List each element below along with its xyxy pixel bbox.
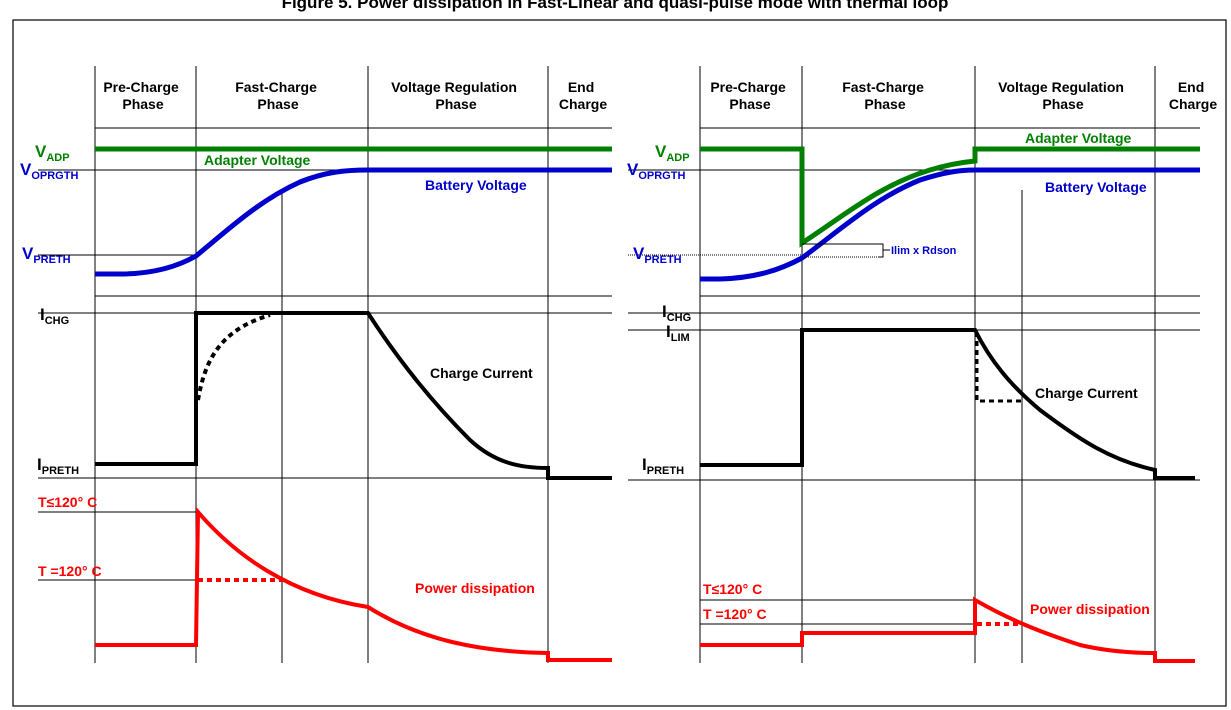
right-rdson-note: Ilim x Rdson	[891, 245, 957, 257]
right-battery-voltage-curve	[700, 167, 1200, 282]
right-phase-end-charge: End Charge	[1169, 79, 1217, 112]
left-phase-fast-charge: Fast-Charge Phase	[235, 79, 321, 112]
left-power-dissipation-curve	[95, 506, 612, 662]
right-charge-current-curve	[700, 328, 1195, 480]
left-battery-voltage-curve	[95, 167, 612, 277]
right-charge-current-note: Charge Current	[1035, 385, 1138, 401]
figure-title: Figure 5. Power dissipation in Fast-Line…	[282, 0, 949, 12]
left-power-dissipation-note: Power dissipation	[415, 580, 535, 596]
right-power-dissipation-note: Power dissipation	[1030, 601, 1150, 617]
right-label-ipreth: IPRETH	[642, 455, 684, 477]
left-label-vadp: VADP	[35, 142, 70, 164]
right-phase-fast-charge: Fast-Charge Phase	[842, 79, 928, 112]
left-label-vpreth: VPRETH	[22, 244, 71, 266]
right-adapter-voltage-note: Adapter Voltage	[1025, 130, 1132, 146]
left-label-t-le: T≤120° C	[38, 494, 97, 510]
right-power-dissipation-curve	[700, 596, 1195, 663]
right-battery-voltage-note: Battery Voltage	[1045, 179, 1147, 195]
right-phase-pre-charge: Pre-Charge Phase	[710, 79, 789, 112]
right-label-voprgth: VOPRGTH	[627, 160, 685, 182]
right-phase-voltage-regulation: Voltage Regulation Phase	[998, 79, 1128, 112]
left-label-voprgth: VOPRGTH	[20, 160, 78, 182]
left-phase-pre-charge: Pre-Charge Phase	[103, 79, 182, 112]
left-phase-end-charge: End Charge	[559, 79, 607, 112]
right-label-vpreth: VPRETH	[633, 244, 682, 266]
left-charge-current-curve	[95, 311, 612, 480]
left-adapter-voltage-note: Adapter Voltage	[204, 152, 311, 168]
left-battery-voltage-note: Battery Voltage	[425, 177, 527, 193]
right-label-ichg: ICHG	[662, 302, 691, 324]
left-charge-current-note: Charge Current	[430, 365, 533, 381]
right-adapter-voltage-curve	[700, 146, 1200, 248]
right-diagram: Pre-Charge Phase Fast-Charge Phase Volta…	[627, 66, 1217, 663]
right-label-ilim: ILIM	[666, 322, 690, 344]
left-diagram: Pre-Charge Phase Fast-Charge Phase Volta…	[20, 66, 612, 663]
right-charge-current-dotted	[975, 332, 1022, 403]
left-label-ipreth: IPRETH	[37, 455, 79, 477]
left-charge-current-dotted	[196, 313, 271, 401]
right-label-t-eq: T =120° C	[703, 606, 767, 622]
figure-frame	[12, 19, 1227, 707]
left-label-t-eq: T =120° C	[38, 563, 102, 579]
left-phase-voltage-regulation: Voltage Regulation Phase	[391, 79, 521, 112]
right-label-vadp: VADP	[655, 142, 690, 164]
right-label-t-le: T≤120° C	[703, 581, 762, 597]
left-label-ichg: ICHG	[40, 305, 69, 327]
right-rdson-bracket-icon	[878, 243, 890, 258]
